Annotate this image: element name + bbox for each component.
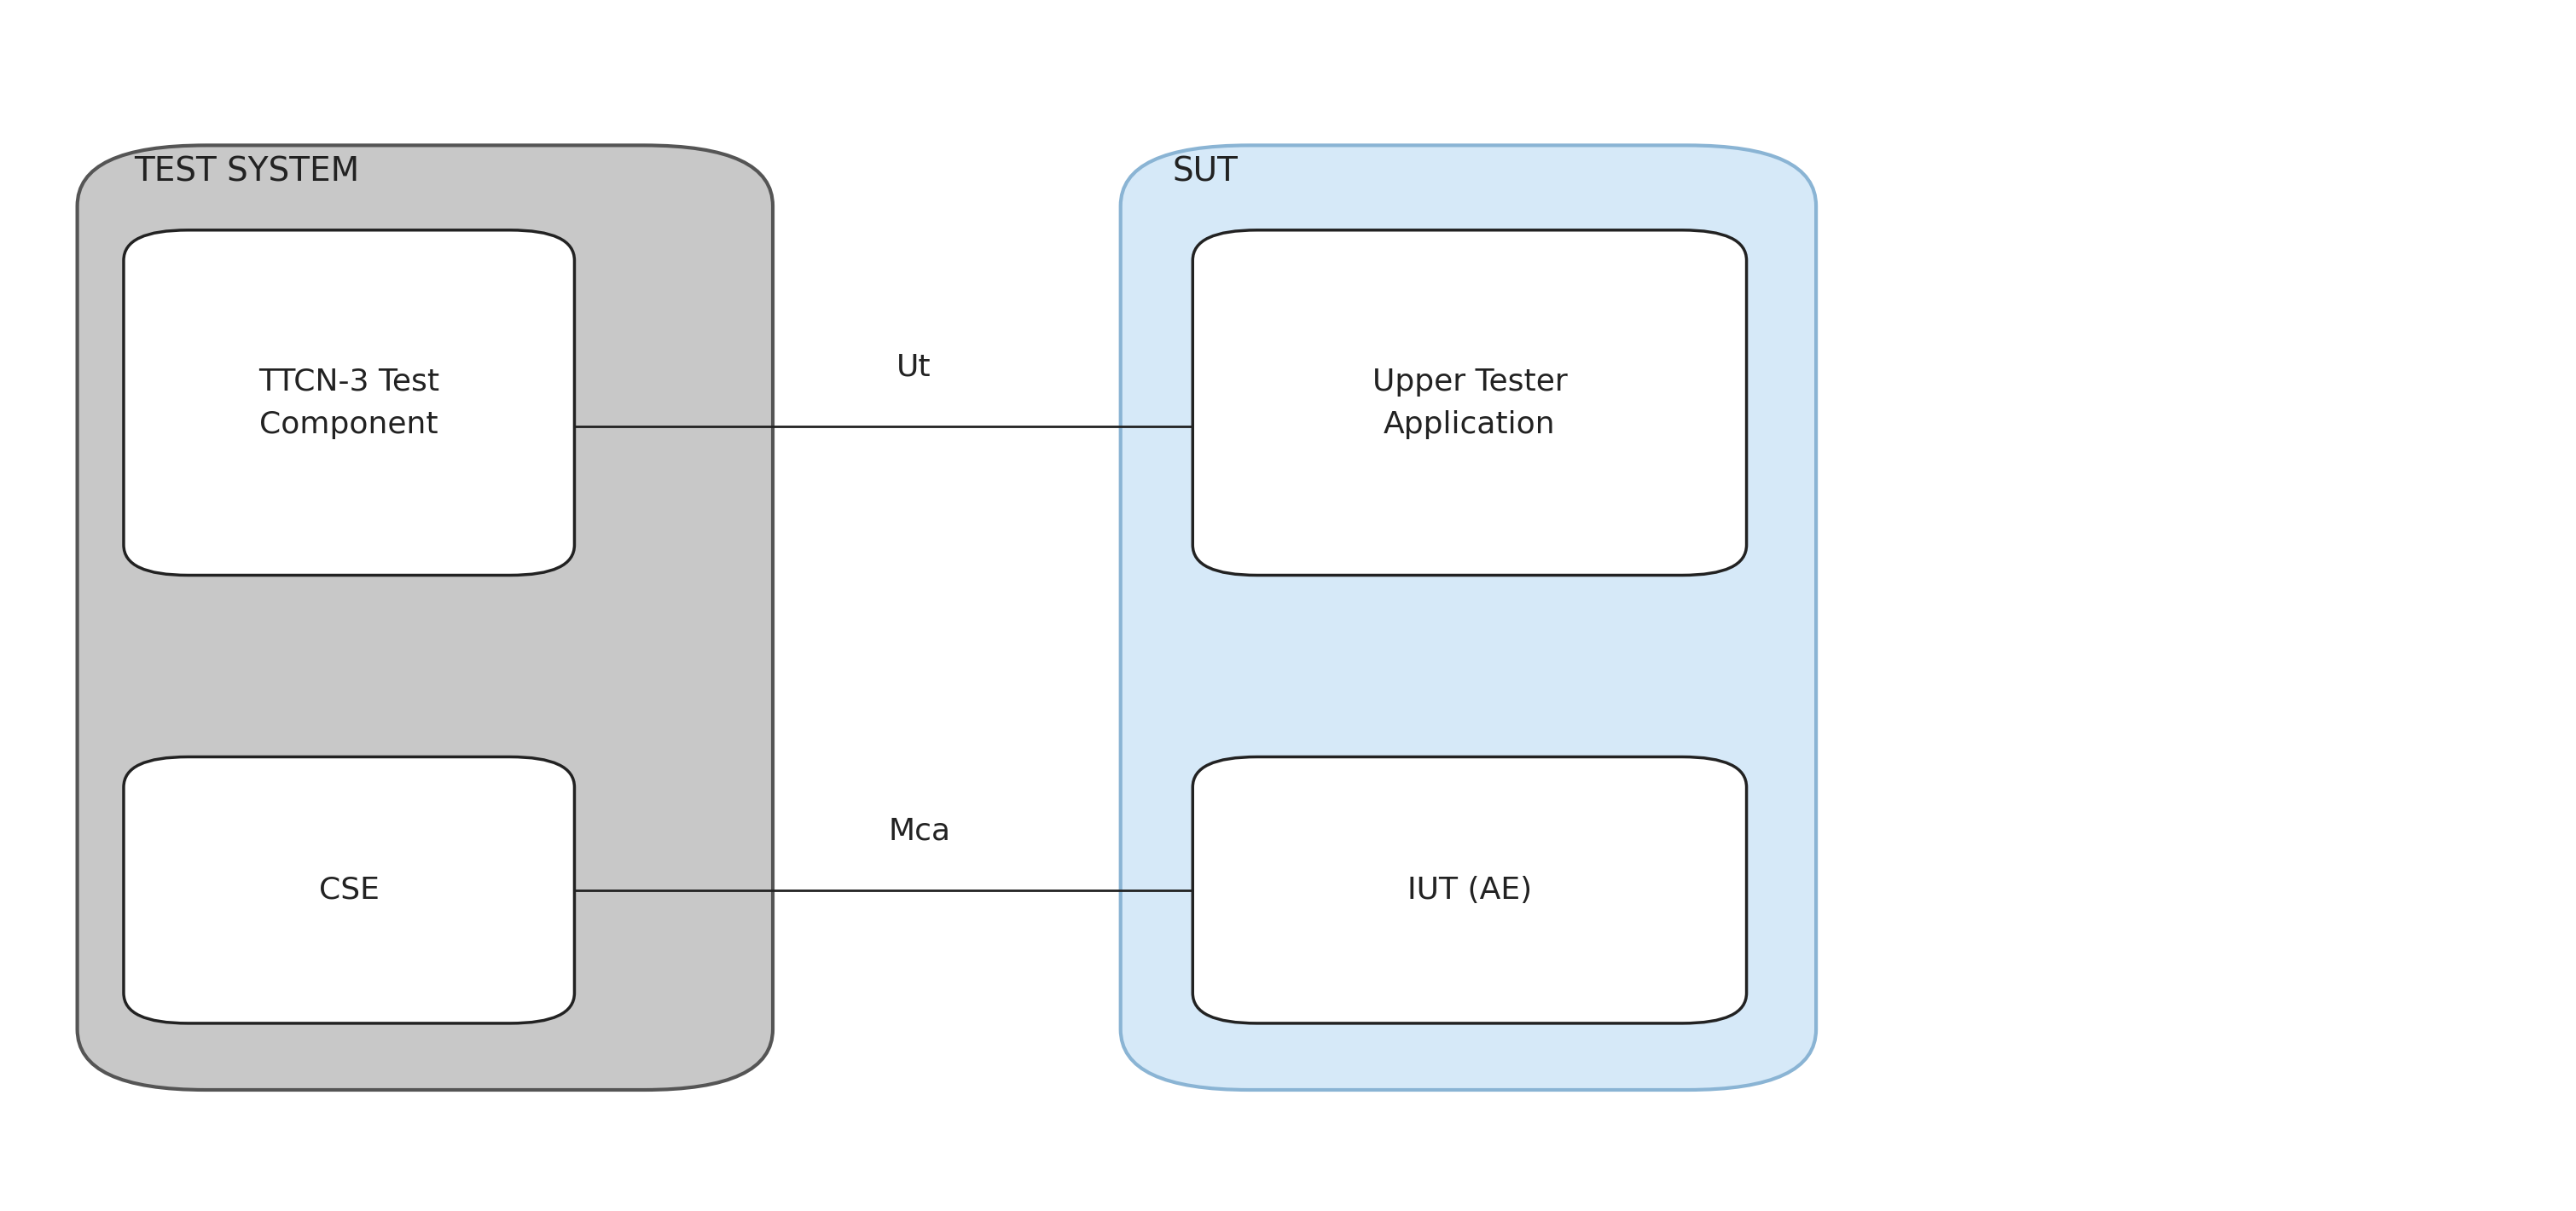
FancyBboxPatch shape [1193, 230, 1747, 575]
Text: Ut: Ut [896, 352, 930, 381]
FancyBboxPatch shape [1193, 757, 1747, 1023]
Text: SUT: SUT [1172, 155, 1236, 188]
Text: TTCN-3 Test
Component: TTCN-3 Test Component [258, 367, 440, 440]
Text: Mca: Mca [889, 816, 951, 845]
FancyBboxPatch shape [77, 145, 773, 1090]
Text: CSE: CSE [319, 876, 379, 905]
FancyBboxPatch shape [124, 230, 574, 575]
Text: TEST SYSTEM: TEST SYSTEM [134, 155, 358, 188]
FancyBboxPatch shape [124, 757, 574, 1023]
Text: Upper Tester
Application: Upper Tester Application [1373, 367, 1566, 440]
Text: IUT (AE): IUT (AE) [1406, 876, 1533, 905]
FancyBboxPatch shape [1121, 145, 1816, 1090]
